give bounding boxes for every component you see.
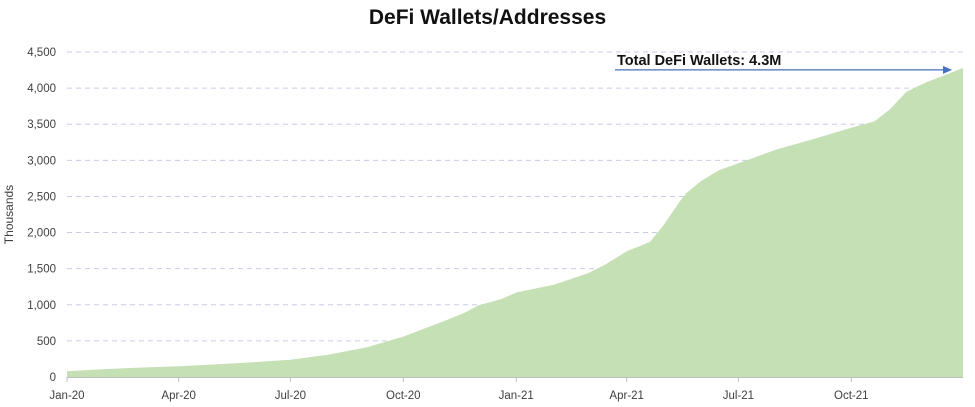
y-tick-label: 0	[50, 372, 56, 384]
area-fill	[67, 67, 963, 378]
y-tick-label: 1,000	[27, 300, 56, 312]
y-tick-label: 3,500	[27, 119, 56, 131]
area-series	[67, 67, 963, 378]
annotation: Total DeFi Wallets: 4.3M	[615, 53, 952, 74]
x-tick-label: Apr-20	[161, 390, 196, 402]
x-tick-label: Jul-20	[275, 390, 306, 402]
y-tick-label: 1,500	[27, 264, 56, 276]
x-tick-label: Oct-20	[386, 390, 421, 402]
x-tick-label: Jul-21	[723, 390, 754, 402]
x-axis: Jan-20 Apr-20 Jul-20 Oct-20 Jan-21 Apr-21 Jul-…	[49, 377, 963, 402]
annotation-label: Total DeFi Wallets: 4.3M	[617, 53, 781, 69]
x-tick-label: Jan-20	[49, 390, 84, 402]
y-tick-label: 3,000	[27, 155, 56, 167]
y-tick-label: 2,500	[27, 191, 56, 203]
x-tick-label: Apr-21	[609, 390, 644, 402]
chart-title: DeFi Wallets/Addresses	[368, 6, 607, 29]
y-tick-label: 500	[37, 336, 56, 348]
y-axis-title: Thousands	[2, 185, 16, 244]
y-tick-label: 2,000	[27, 228, 56, 240]
y-tick-label: 4,000	[27, 83, 56, 95]
x-tick-label: Oct-21	[834, 390, 869, 402]
y-tick-label: 4,500	[27, 47, 56, 59]
y-axis: 0 500 1,000 1,500 2,000 2,500 3,000 3,500 4,000 4…	[27, 47, 56, 384]
x-tick-label: Jan-21	[499, 390, 534, 402]
